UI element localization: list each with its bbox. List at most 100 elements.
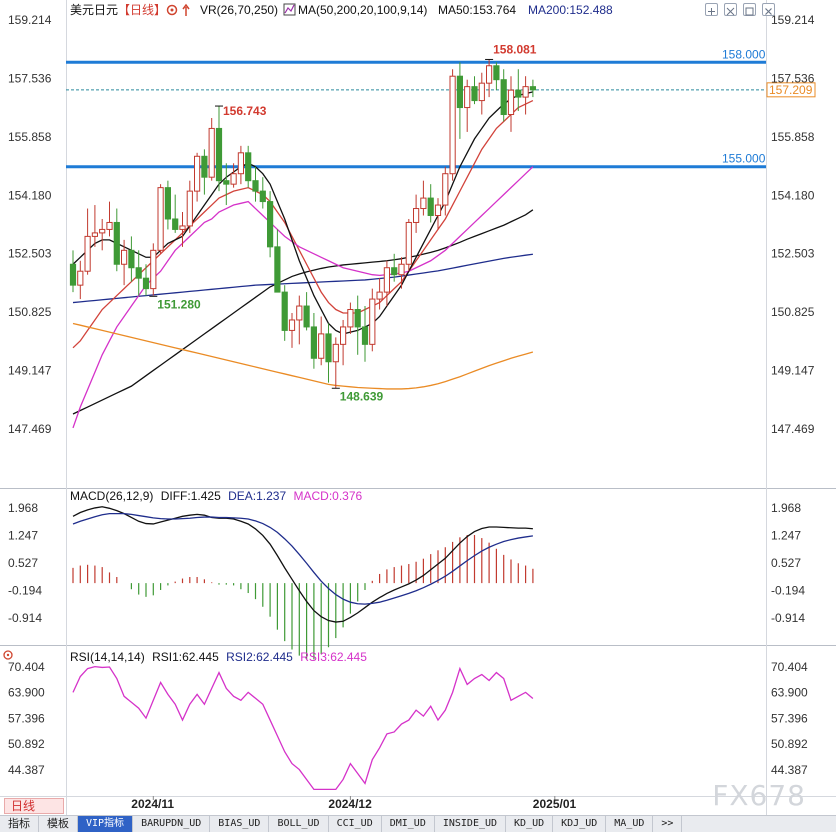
candle-down: [245, 152, 252, 182]
time-tick-label: 2025/01: [533, 797, 577, 811]
candle-up: [186, 190, 193, 227]
candle-up: [230, 173, 237, 185]
candle-up: [194, 155, 201, 192]
candle-down: [201, 155, 208, 178]
indicator-tab[interactable]: VIP指标: [78, 816, 134, 832]
candle-up: [486, 65, 493, 84]
candle-up: [318, 333, 325, 359]
rsi-tick-right: 63.900: [771, 686, 808, 700]
candle-down: [142, 277, 150, 290]
header-line: 美元日元【日线】: [70, 3, 166, 17]
indicator-tab[interactable]: BIAS_UD: [210, 816, 270, 832]
candle-down: [274, 246, 281, 293]
resize-icon[interactable]: [724, 3, 737, 16]
ma-line-ma_short: [72, 91, 534, 335]
price-tick-left: 154.180: [8, 188, 52, 202]
macd-dea-value: DEA:1.237: [228, 489, 286, 503]
candle-down: [500, 79, 507, 116]
indicator-tab[interactable]: INSIDE_UD: [435, 816, 507, 832]
horizontal-level-label: 158.000: [722, 47, 766, 61]
candle-up: [296, 305, 303, 321]
rsi-tick-right: 57.396: [771, 711, 808, 725]
maximize-icon[interactable]: [743, 3, 756, 16]
candle-up: [464, 86, 471, 109]
price-tick-right: 150.825: [771, 305, 815, 319]
price-tick-right: 147.469: [771, 422, 815, 436]
macd-tick-right: -0.914: [771, 611, 805, 625]
candle-up: [449, 75, 456, 175]
candle-down: [113, 221, 120, 265]
candle-up: [121, 249, 128, 265]
price-tick-right: 155.858: [771, 130, 815, 144]
indicator-tab[interactable]: 指标: [0, 816, 39, 832]
macd-tick-left: -0.194: [8, 584, 42, 598]
macd-tick-left: 0.527: [8, 556, 38, 570]
price-tick-right: 154.180: [771, 188, 815, 202]
candle-down: [128, 249, 135, 269]
candle-up: [157, 187, 164, 251]
candle-down: [325, 333, 332, 363]
indicator-tab[interactable]: MA_UD: [606, 816, 654, 832]
macd-tick-right: 1.968: [771, 501, 801, 515]
candle-up: [106, 221, 113, 230]
candle-up: [179, 225, 186, 230]
period-badge[interactable]: 日线: [4, 798, 64, 814]
candle-down: [529, 86, 536, 91]
ma-line-ma_magenta: [72, 166, 534, 429]
time-tick-label: 2024/11: [131, 797, 174, 811]
extreme-label: 151.280: [157, 297, 201, 311]
candle-up: [398, 263, 405, 276]
candle-down: [259, 190, 266, 203]
indicator-tab[interactable]: BOLL_UD: [269, 816, 329, 832]
candlesticks[interactable]: [69, 59, 536, 389]
extreme-label: 156.743: [223, 104, 267, 118]
fit-icon[interactable]: [705, 3, 718, 16]
price-tick-left: 152.503: [8, 247, 52, 261]
rsi-settings-icon[interactable]: [3, 650, 13, 660]
candle-up: [99, 228, 106, 234]
ma-chart-icon: [283, 3, 296, 16]
candle-down: [515, 89, 522, 98]
indicator-tab[interactable]: BARUPDN_UD: [133, 816, 211, 832]
indicator-tab[interactable]: CCI_UD: [329, 816, 382, 832]
macd-tick-left: -0.914: [8, 611, 42, 625]
candle-up: [405, 221, 412, 265]
indicator-tab[interactable]: >>: [653, 816, 683, 832]
candle-up: [507, 89, 515, 116]
macd-diff-value: DIFF:1.425: [161, 489, 221, 503]
candle-down: [252, 180, 259, 192]
indicator-tab[interactable]: KD_UD: [506, 816, 554, 832]
macd-dea-line: [72, 512, 533, 605]
candle-up: [376, 291, 383, 300]
indicator-tab[interactable]: KDJ_UD: [553, 816, 607, 832]
candle-up: [340, 326, 347, 345]
candle-up: [347, 309, 354, 328]
candle-up: [77, 270, 84, 286]
close-icon[interactable]: [762, 3, 775, 16]
macd-series: [72, 506, 534, 660]
price-tick-left: 147.469: [8, 422, 52, 436]
rsi3-value: RSI3:62.445: [300, 650, 367, 664]
rsi-tick-left: 57.396: [8, 711, 45, 725]
vr-indicator-label: VR(26,70,250): [200, 3, 278, 17]
extreme-label: 148.639: [340, 389, 384, 403]
ma-line-ma_red: [72, 99, 534, 349]
candle-down: [215, 127, 223, 182]
macd-title: MACD(26,12,9): [70, 489, 153, 503]
period-label: 【日线】: [118, 3, 166, 17]
macd-tick-left: 1.247: [8, 529, 38, 543]
gear-icon[interactable]: [166, 4, 178, 16]
price-tick-left: 149.147: [8, 364, 52, 378]
price-tick-left: 157.536: [8, 71, 52, 85]
indicator-tab[interactable]: DMI_UD: [382, 816, 435, 832]
rsi2-value: RSI2:62.445: [226, 650, 293, 664]
symbol-label: 美元日元: [70, 3, 118, 17]
candle-down: [427, 197, 434, 216]
candle-up: [237, 152, 245, 175]
chart-canvas[interactable]: 158.000 155.000 157.209 156.743 151.280 148.…: [0, 0, 836, 815]
indicator-tab[interactable]: 模板: [39, 816, 78, 832]
macd-header: MACD(26,12,9) DIFF:1.425 DEA:1.237 MACD:…: [70, 489, 363, 503]
candle-down: [164, 187, 172, 220]
rsi-line: [72, 665, 534, 790]
rsi-tick-left: 50.892: [8, 737, 45, 751]
